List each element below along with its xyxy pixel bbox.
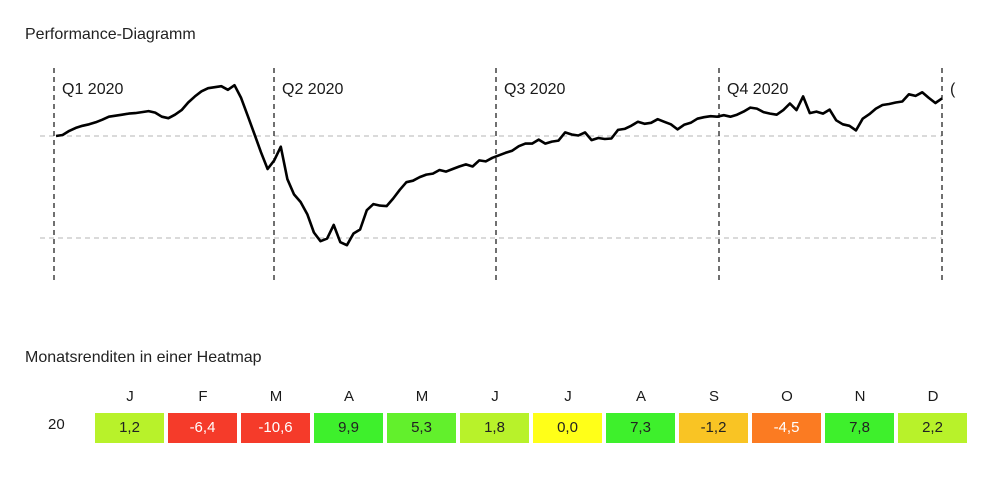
heatmap-month-header: M [415, 388, 429, 405]
quarter-label-1: Q1 2020 [62, 81, 123, 98]
heatmap-month-header: A [635, 388, 646, 405]
heatmap-title: Monatsrenditen in einer Heatmap [25, 349, 262, 366]
quarter-label-5: ( [950, 81, 956, 98]
heatmap-cell: 7,3 [606, 413, 677, 443]
performance-chart-title: Performance-Diagramm [25, 26, 196, 43]
heatmap-month-header: F [198, 388, 208, 405]
heatmap-month-header: M [269, 388, 283, 405]
heatmap-cell: -10,6 [241, 413, 312, 443]
heatmap-cell: 9,9 [314, 413, 385, 443]
heatmap-cell: 5,3 [387, 413, 458, 443]
heatmap-cell: 2,2 [898, 413, 969, 443]
heatmap-cell: 1,8 [460, 413, 531, 443]
heatmap-cell: -4,5 [752, 413, 823, 443]
quarter-label-3: Q3 2020 [504, 81, 565, 98]
heatmap-cell: 7,8 [825, 413, 896, 443]
heatmap-cell: -6,4 [168, 413, 239, 443]
heatmap-year-label: 20 [48, 416, 65, 433]
performance-line [55, 83, 943, 247]
heatmap-month-header: S [708, 388, 719, 405]
heatmap-month-header: A [343, 388, 354, 405]
heatmap-cell: 0,0 [533, 413, 604, 443]
performance-chart: Q1 2020 Q2 2020 Q3 2020 Q4 2020 ( [40, 68, 956, 282]
quarter-label-4: Q4 2020 [727, 81, 788, 98]
heatmap-month-header: J [126, 388, 134, 405]
heatmap-month-header: J [564, 388, 572, 405]
heatmap-month-header: O [781, 388, 793, 405]
quarter-label-2: Q2 2020 [282, 81, 343, 98]
heatmap-month-header: N [854, 388, 866, 405]
heatmap-cell: 1,2 [95, 413, 166, 443]
heatmap-month-header: J [491, 388, 499, 405]
heatmap-month-header: D [927, 388, 939, 405]
heatmap-cell: -1,2 [679, 413, 750, 443]
